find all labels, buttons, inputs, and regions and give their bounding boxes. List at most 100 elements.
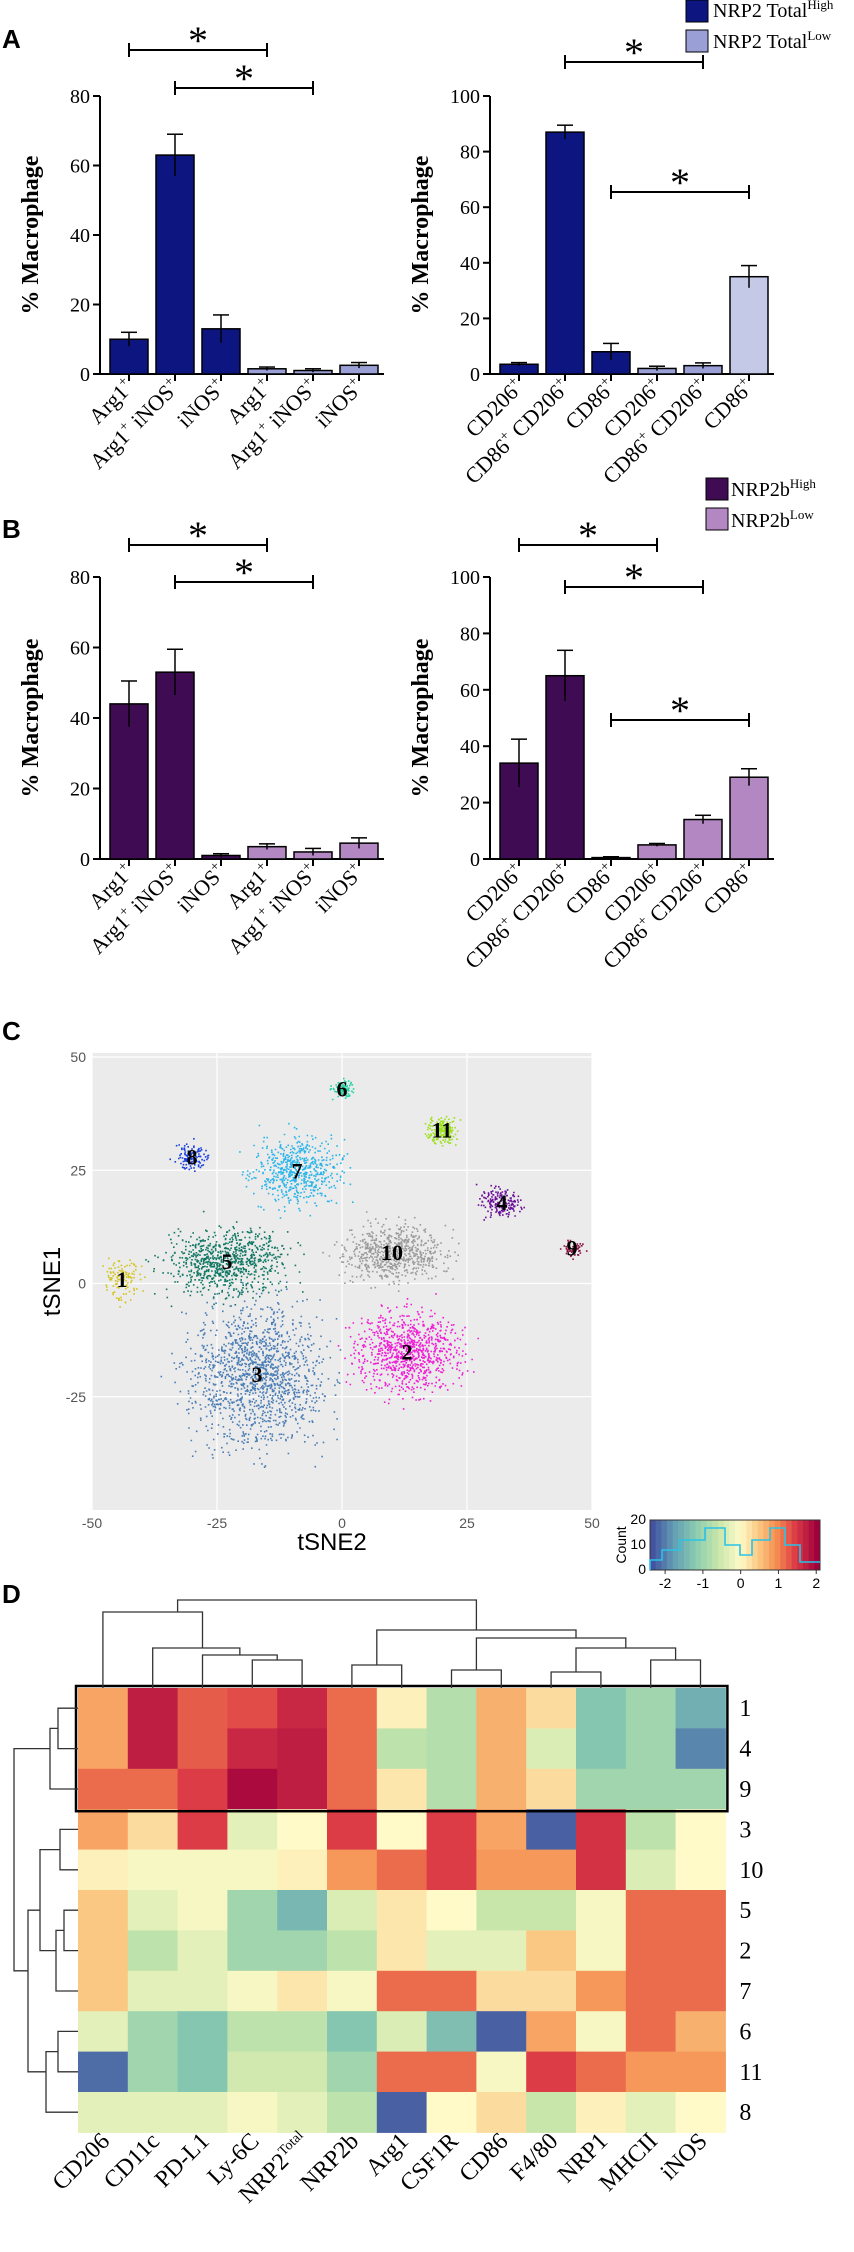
- heatmap-cell: [526, 1890, 577, 1931]
- heatmap-cell: [327, 1849, 378, 1891]
- tsne-points: [102, 1077, 588, 1468]
- heatmap-cell: [526, 2092, 577, 2133]
- heatmap-column-label: F4/80: [505, 2128, 563, 2186]
- heatmap-cell: [277, 1768, 328, 1810]
- heatmap-cell: [625, 1728, 677, 1770]
- y-tick-label: 40: [460, 253, 480, 275]
- legend-a-high-swatch: [685, 0, 709, 23]
- tsne-y-tick: 0: [78, 1276, 86, 1292]
- y-tick-label: 20: [460, 793, 480, 815]
- tsne-x-label: tSNE2: [297, 1529, 366, 1556]
- heatmap-cell: [376, 2051, 428, 2093]
- color-key-segment: [774, 1520, 781, 1570]
- heatmap-cell: [625, 1768, 677, 1810]
- heatmap-cell: [227, 1728, 278, 1770]
- significance-star: *: [234, 550, 254, 595]
- heatmap-cell: [177, 1849, 228, 1891]
- tsne-y-tick: 25: [70, 1162, 86, 1178]
- heatmap-cell: [526, 1809, 577, 1851]
- color-key-segment: [667, 1520, 674, 1570]
- legend-b: NRP2bHigh NRP2bLow: [705, 476, 816, 532]
- heatmap-cell: [376, 1970, 428, 2012]
- y-tick-label: 40: [460, 736, 480, 758]
- heatmap-cell: [78, 1809, 129, 1851]
- heatmap-cell: [227, 1849, 278, 1891]
- tsne-x-tick: -50: [82, 1515, 102, 1531]
- heatmap-cell: [78, 1930, 129, 1972]
- color-key-tick-label: 2: [812, 1575, 820, 1591]
- bar: [729, 275, 769, 375]
- heatmap-cell: [227, 1970, 278, 2012]
- dendrogram-branch: [251, 1659, 303, 1688]
- tsne-cluster-11-points: [424, 1115, 462, 1147]
- heatmap-cell: [177, 2051, 228, 2093]
- legend-a-low-label: NRP2 TotalLow: [713, 28, 832, 53]
- heatmap-cell: [78, 1970, 129, 2012]
- heatmap-cell: [277, 1970, 328, 2012]
- heatmap-cell: [327, 1890, 378, 1931]
- color-key-segment: [684, 1520, 691, 1570]
- y-tick-label: 80: [460, 623, 480, 645]
- significance-star: *: [188, 513, 208, 558]
- color-key-segment: [706, 1520, 713, 1570]
- heatmap-column-label: CD11c: [99, 2128, 165, 2194]
- heatmap-cell: [127, 1930, 179, 1972]
- heatmap-cell: [476, 2051, 527, 2093]
- heatmap-cell: [625, 1688, 677, 1729]
- dendrogram-branch: [650, 1659, 702, 1688]
- heatmap-column-label: iNOS: [656, 2128, 713, 2185]
- y-axis-label: % Macrophage: [408, 155, 434, 314]
- heatmap-cell: [426, 1849, 477, 1891]
- heatmap-cell: [675, 2011, 726, 2053]
- heatmap-cell: [127, 1728, 179, 1770]
- legend-b-high-swatch: [705, 477, 729, 501]
- heatmap-cell: [526, 2011, 577, 2053]
- y-tick-label: 60: [70, 638, 90, 660]
- dendrogram-branch: [55, 1929, 78, 1992]
- heatmap-cell: [376, 1688, 428, 1729]
- heatmap-cell: [625, 1970, 677, 2012]
- heatmap-cell: [177, 2092, 228, 2133]
- heatmap-cell: [327, 1809, 378, 1851]
- color-key-tick-label: -1: [697, 1575, 710, 1591]
- significance-star: *: [188, 18, 208, 63]
- tsne-cluster-10-points: [322, 1211, 460, 1292]
- color-key-segment: [814, 1520, 821, 1570]
- heatmap-cell: [376, 1890, 428, 1931]
- heatmap-cell: [426, 1728, 477, 1770]
- bar: [545, 131, 585, 375]
- heatmap-cell: [177, 1768, 228, 1810]
- tsne-plot: 1 2 3 4 5 6 7 8 9 10 11 -50 -25 0 25 50 50 25 0 -25 tSNE2 tSN…: [39, 1049, 600, 1556]
- tsne-y-tick: 50: [70, 1049, 86, 1065]
- heatmap-cell: [376, 1930, 428, 1972]
- dendrogram-branch: [13, 1747, 50, 1972]
- panel-label-d: D: [2, 1579, 21, 1609]
- heatmap-cell: [675, 1768, 726, 1810]
- heatmap-cell: [426, 2092, 477, 2133]
- heatmap-cell: [526, 1688, 577, 1729]
- heatmap-cell: [625, 2011, 677, 2053]
- heatmap-cell: [277, 2011, 328, 2053]
- heatmap-cell: [476, 1970, 527, 2012]
- tsne-cluster-label: 10: [381, 1240, 403, 1265]
- heatmap-cell: [277, 2092, 328, 2133]
- heatmap-cell: [78, 2092, 129, 2133]
- heatmap-cells: [78, 1688, 726, 2133]
- heatmap-cell: [127, 1849, 179, 1891]
- significance-star: *: [234, 56, 254, 101]
- heatmap-row-label: 8: [739, 2100, 751, 2126]
- x-category-label: iNOS+: [310, 859, 369, 918]
- dendrogram-branch: [475, 1637, 627, 1670]
- color-key-segment: [650, 1520, 657, 1570]
- dendrogram-branch: [27, 1909, 46, 2073]
- heatmap-cell: [127, 2092, 179, 2133]
- heatmap-cell: [426, 2051, 477, 2093]
- color-key-segment: [718, 1520, 725, 1570]
- tsne-cluster-label: 3: [252, 1362, 263, 1387]
- y-tick-label: 80: [70, 567, 90, 589]
- heatmap-cell: [227, 2051, 278, 2093]
- x-category-label: iNOS+: [172, 859, 231, 918]
- tsne-x-tick: 0: [338, 1515, 346, 1531]
